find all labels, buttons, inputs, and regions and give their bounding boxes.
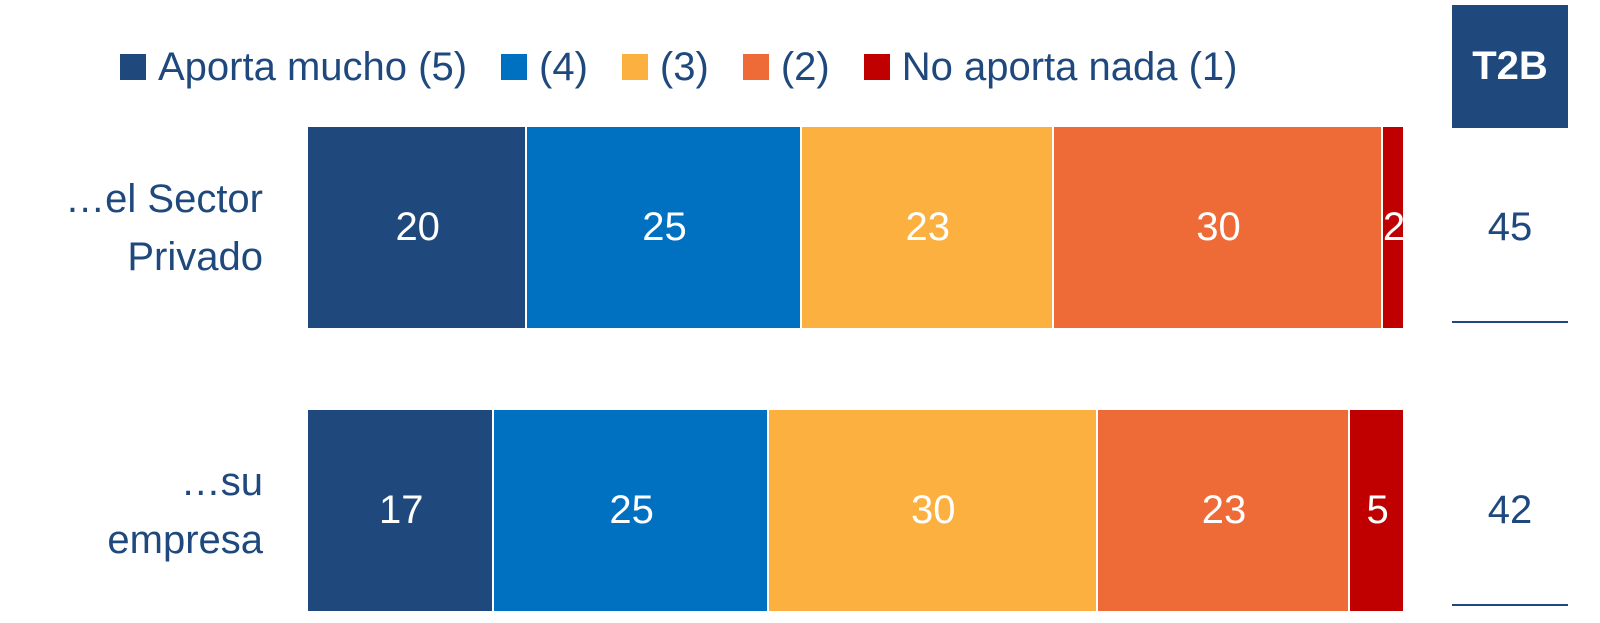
bar-segment [768,410,1098,611]
data-label: 30 [1196,205,1241,249]
data-label: 17 [378,488,424,532]
bar-segment [801,127,1054,328]
legend-label: (3) [659,44,709,89]
legend-label: (4) [539,44,588,89]
legend-label: No aporta nada (1) [901,44,1238,89]
legend-item: (2) [742,44,830,90]
bar-segment [1097,410,1351,611]
t2b-separator [1452,321,1568,323]
data-label: 30 [911,488,956,532]
bar-segment [1383,127,1405,328]
data-label: 25 [609,488,654,532]
bar-segment [494,410,769,611]
t2b-header: T2B [1452,5,1568,128]
t2b-separator [1452,604,1568,606]
legend-swatch [501,54,528,80]
legend-swatch [742,54,769,80]
legend-swatch [863,54,890,80]
legend-label: (2) [780,44,830,89]
data-label: 2 [1382,205,1406,249]
category-label: …su empresa [107,459,263,562]
legend-item: (4) [501,45,588,90]
legend-item: (3) [621,44,709,90]
legend-label: Aporta mucho (5) [158,44,468,89]
bar-segment [308,127,528,328]
data-label: 23 [905,205,951,249]
t2b-value: 45 [1487,205,1533,249]
data-label: 23 [1201,488,1247,532]
category-label: …el Sector Privado [65,176,263,279]
legend: Aporta mucho (5) (4) (3) (2) No aporta nada … [120,40,1271,94]
t2b-value: 42 [1487,488,1533,532]
legend-item: No aporta nada (1) [863,44,1238,90]
data-label: 5 [1366,488,1389,532]
legend-swatch [120,54,146,80]
legend-swatch [621,54,648,80]
bar-segment [1053,127,1384,328]
bar-segment [527,127,802,328]
data-label: 25 [642,205,687,249]
bar-segment [1350,410,1405,611]
legend-item: Aporta mucho (5) [120,45,467,90]
bar-segment [308,410,495,611]
data-label: 20 [395,205,440,249]
